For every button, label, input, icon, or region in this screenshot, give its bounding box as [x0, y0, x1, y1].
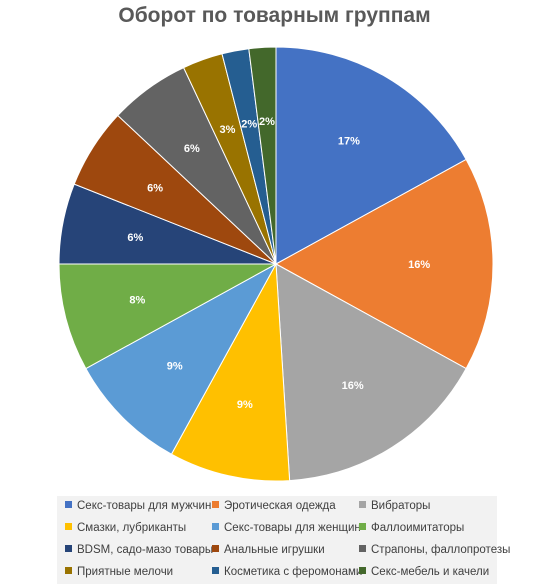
- legend-item: Фаллоимитаторы: [359, 521, 464, 535]
- data-label: 6%: [147, 182, 163, 194]
- legend-label: Приятные мелочи: [77, 566, 174, 578]
- legend-swatch: [212, 567, 219, 574]
- legend-swatch: [65, 567, 72, 574]
- legend-label: Анальные игрушки: [224, 544, 325, 556]
- legend-swatch: [359, 501, 366, 508]
- legend-swatch: [359, 567, 366, 574]
- data-label: 9%: [167, 360, 183, 372]
- legend-item: Смазки, лубриканты: [65, 521, 186, 535]
- legend-item: BDSM, садо-мазо товары: [65, 543, 213, 557]
- pie-slice: [85, 262, 278, 455]
- pie-slice: [274, 158, 494, 370]
- legend-label: Секс-товары для женщин: [224, 522, 361, 534]
- legend-label: Эротическая одежда: [224, 500, 336, 512]
- pie-slice: [275, 46, 467, 265]
- legend-label: Фаллоимитаторы: [371, 522, 465, 534]
- legend-label: BDSM, садо-мазо товары: [77, 544, 214, 556]
- legend-item: Косметика с феромонами: [212, 565, 362, 579]
- legend-swatch: [359, 523, 366, 530]
- legend-label: Секс-товары для мужчин: [77, 500, 212, 512]
- legend-item: Анальные игрушки: [212, 543, 325, 557]
- legend-label: Страпоны, фаллопротезы: [371, 544, 511, 556]
- data-label: 9%: [237, 399, 253, 411]
- legend-item: Эротическая одежда: [212, 499, 336, 513]
- legend-item: Страпоны, фаллопротезы: [359, 543, 510, 557]
- pie-slice: [170, 262, 291, 482]
- chart-title: Оборот по товарным группам: [118, 4, 431, 27]
- legend-swatch: [65, 545, 72, 552]
- pie-chart: 17% 16% 16% 9% 9% 8% 6% 6% 6% 3% 2% 2%: [58, 46, 494, 482]
- legend-swatch: [212, 545, 219, 552]
- legend-item: Секс-товары для женщин: [212, 521, 361, 535]
- legend-label: Косметика с феромонами: [224, 566, 363, 578]
- data-label: 6%: [127, 232, 143, 244]
- pie-slice: [58, 263, 277, 370]
- legend-swatch: [65, 501, 72, 508]
- legend: Секс-товары для мужчин Эротическая одежда…: [57, 496, 510, 584]
- legend-swatch: [65, 523, 72, 530]
- data-label: 3%: [220, 124, 236, 136]
- legend-swatch: [359, 545, 366, 552]
- data-label: 2%: [259, 116, 275, 128]
- legend-label: Смазки, лубриканты: [77, 522, 187, 534]
- data-label: 16%: [342, 380, 364, 392]
- legend-item: Секс-мебель и качели: [359, 565, 489, 579]
- legend-label: Секс-мебель и качели: [371, 566, 490, 578]
- data-label: 8%: [129, 295, 145, 307]
- legend-item: Вибраторы: [359, 499, 430, 513]
- data-label: 16%: [408, 259, 430, 271]
- data-label: 2%: [241, 118, 257, 130]
- legend-item: Приятные мелочи: [65, 565, 173, 579]
- legend-item: Секс-товары для мужчин: [65, 499, 211, 513]
- data-label: 6%: [184, 143, 200, 155]
- legend-swatch: [212, 523, 219, 530]
- pie-slice: [248, 46, 277, 265]
- legend-swatch: [212, 501, 219, 508]
- data-label: 17%: [338, 136, 360, 148]
- legend-label: Вибраторы: [371, 500, 431, 512]
- pie-slice: [275, 263, 467, 482]
